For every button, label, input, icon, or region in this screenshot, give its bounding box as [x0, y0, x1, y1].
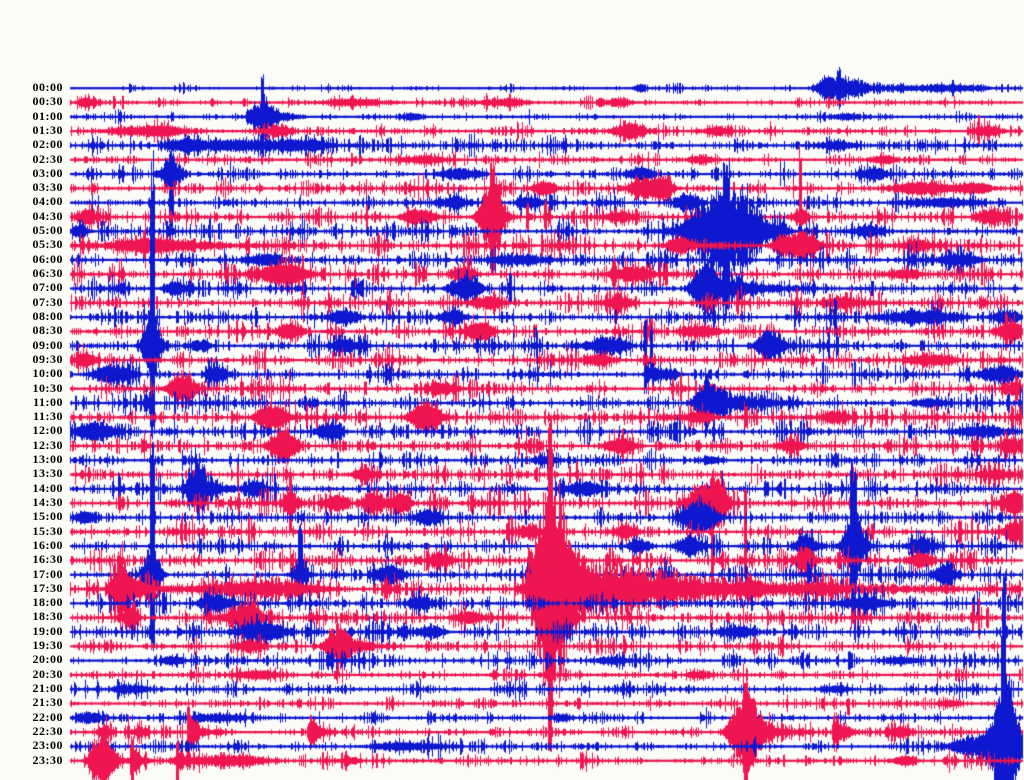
time-label: 04:00: [32, 194, 63, 209]
time-label: 13:00: [32, 452, 63, 467]
time-label: 22:00: [32, 709, 63, 724]
time-label: 12:00: [32, 423, 63, 438]
time-label: 17:30: [32, 580, 63, 595]
time-label: 16:30: [32, 552, 63, 567]
time-label: 14:30: [32, 494, 63, 509]
time-label: 21:00: [32, 681, 63, 696]
time-label: 23:30: [32, 752, 63, 767]
time-label: 10:00: [32, 366, 63, 381]
time-label: 02:00: [32, 137, 63, 152]
time-label: 20:30: [32, 666, 63, 681]
time-label: 14:00: [32, 480, 63, 495]
time-label: 16:00: [32, 537, 63, 552]
time-label: 11:30: [33, 409, 63, 424]
time-label: 02:30: [32, 151, 63, 166]
time-label: 18:30: [32, 609, 63, 624]
time-label: 09:30: [32, 351, 63, 366]
time-label: 11:00: [33, 394, 63, 409]
time-label: 08:00: [32, 308, 63, 323]
time-label: 12:30: [32, 437, 63, 452]
time-axis-labels: 00:00 00:30 01:00 01:30 02:00 02:30 03:00 03:30…: [0, 0, 64, 780]
time-label: 05:00: [32, 223, 63, 238]
time-label: 20:00: [32, 652, 63, 667]
time-label: 19:00: [32, 623, 63, 638]
time-label: 03:30: [32, 180, 63, 195]
time-label: 00:30: [32, 94, 63, 109]
time-label: 01:00: [32, 108, 63, 123]
time-label: 08:30: [32, 323, 63, 338]
time-label: 04:30: [32, 208, 63, 223]
time-label: 15:30: [32, 523, 63, 538]
time-label: 07:00: [32, 280, 63, 295]
time-label: 10:30: [32, 380, 63, 395]
time-label: 06:00: [32, 251, 63, 266]
time-label: 19:30: [32, 638, 63, 653]
time-label: 01:30: [32, 122, 63, 137]
time-label: 03:00: [32, 165, 63, 180]
time-label: 06:30: [32, 266, 63, 281]
time-label: 22:30: [32, 723, 63, 738]
time-label: 05:30: [32, 237, 63, 252]
time-label: 18:00: [32, 595, 63, 610]
time-label: 07:30: [32, 294, 63, 309]
time-label: 23:00: [32, 738, 63, 753]
time-label: 21:30: [32, 695, 63, 710]
time-label: 00:00: [32, 80, 63, 94]
time-label: 13:30: [32, 466, 63, 481]
time-label: 17:00: [32, 566, 63, 581]
time-label: 15:00: [32, 509, 63, 524]
time-label: 09:00: [32, 337, 63, 352]
